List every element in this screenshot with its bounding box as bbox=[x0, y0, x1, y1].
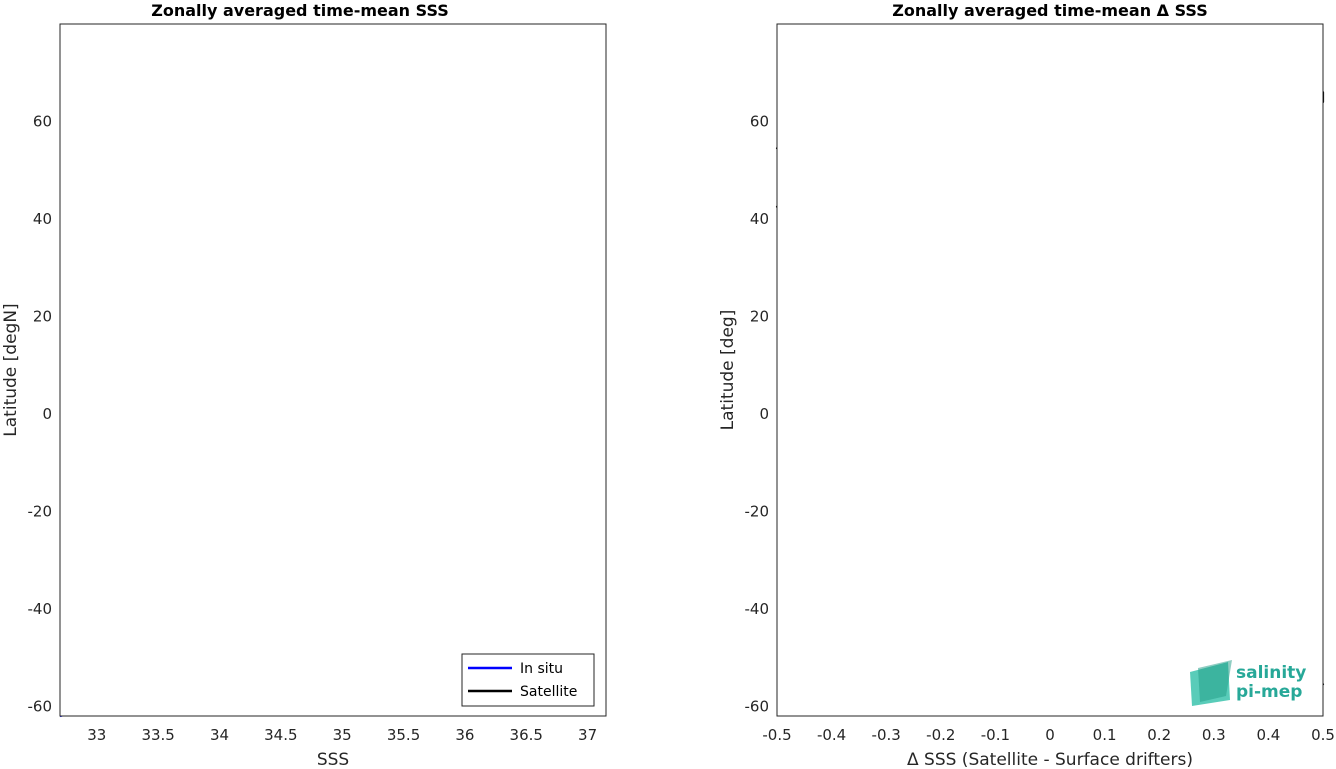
x-tick-label: -0.4 bbox=[817, 726, 846, 744]
x-tick-label: -0.2 bbox=[926, 726, 955, 744]
salinity-pi-mep-logo: salinity pi-mep bbox=[1190, 660, 1306, 706]
x-tick-label: 35 bbox=[333, 726, 352, 744]
x-tick-label: 34.5 bbox=[264, 726, 297, 744]
x-tick-label: 0.5 bbox=[1311, 726, 1335, 744]
x-axis-label: SSS bbox=[317, 750, 349, 769]
y-axis-label: Latitude [deg] bbox=[718, 310, 738, 431]
x-tick-label: 0 bbox=[1045, 726, 1055, 744]
x-tick-label: 36.5 bbox=[510, 726, 543, 744]
y-tick-label: 20 bbox=[750, 307, 769, 325]
x-tick-label: -0.5 bbox=[762, 726, 791, 744]
right-panel: -0.5 -0.4 -0.3 -0.2 -0.1 0 0.1 0.2 0.3 0.4 0.5 -60 -… bbox=[718, 1, 1335, 769]
x-tick-label: -0.3 bbox=[872, 726, 901, 744]
x-tick-label: 36 bbox=[455, 726, 474, 744]
axes-frame bbox=[59, 23, 607, 717]
x-tick-label: 0.4 bbox=[1256, 726, 1280, 744]
x-tick-label: 33 bbox=[87, 726, 106, 744]
legend-label-in-situ: In situ bbox=[520, 661, 563, 677]
legend-box bbox=[461, 653, 595, 707]
x-tick-label: 33.5 bbox=[141, 726, 174, 744]
y-tick-label: -60 bbox=[745, 697, 770, 715]
y-tick-label: 60 bbox=[750, 112, 769, 130]
legend-label-satellite: Satellite bbox=[520, 684, 577, 700]
y-tick-label: 60 bbox=[33, 112, 52, 130]
x-tick-label: 0.3 bbox=[1202, 726, 1226, 744]
x-tick-label: 37 bbox=[578, 726, 597, 744]
y-tick-label: -40 bbox=[28, 600, 53, 618]
x-tick-label: 35.5 bbox=[387, 726, 420, 744]
x-tick-label: 0.1 bbox=[1093, 726, 1117, 744]
x-tick-label: 0.2 bbox=[1147, 726, 1171, 744]
y-axis-label: Latitude [degN] bbox=[1, 303, 21, 436]
y-tick-label: 40 bbox=[750, 210, 769, 228]
axes-frame bbox=[776, 23, 1324, 717]
left-panel: 33 33.5 34 34.5 35 35.5 36 36.5 37 -60 -40 -20 0 20 40… bbox=[1, 1, 607, 769]
logo-mark-shade bbox=[1198, 660, 1232, 702]
x-tick-label: 34 bbox=[210, 726, 229, 744]
chart-title: Zonally averaged time-mean Δ SSS bbox=[892, 1, 1208, 20]
y-tick-label: -60 bbox=[28, 697, 53, 715]
y-tick-label: 0 bbox=[42, 405, 52, 423]
y-tick-label: -20 bbox=[28, 502, 53, 520]
logo-text-pi-mep: pi-mep bbox=[1236, 682, 1302, 702]
y-tick-label: 20 bbox=[33, 307, 52, 325]
y-tick-label: 40 bbox=[33, 210, 52, 228]
y-tick-label: -40 bbox=[745, 600, 770, 618]
x-tick-label: -0.1 bbox=[981, 726, 1010, 744]
x-axis-label: Δ SSS (Satellite - Surface drifters) bbox=[907, 750, 1193, 769]
chart-title: Zonally averaged time-mean SSS bbox=[151, 1, 449, 20]
legend: In situ Satellite bbox=[461, 653, 595, 707]
logo-text-salinity: salinity bbox=[1236, 663, 1306, 683]
y-tick-label: -20 bbox=[745, 502, 770, 520]
y-tick-label: 0 bbox=[759, 405, 769, 423]
